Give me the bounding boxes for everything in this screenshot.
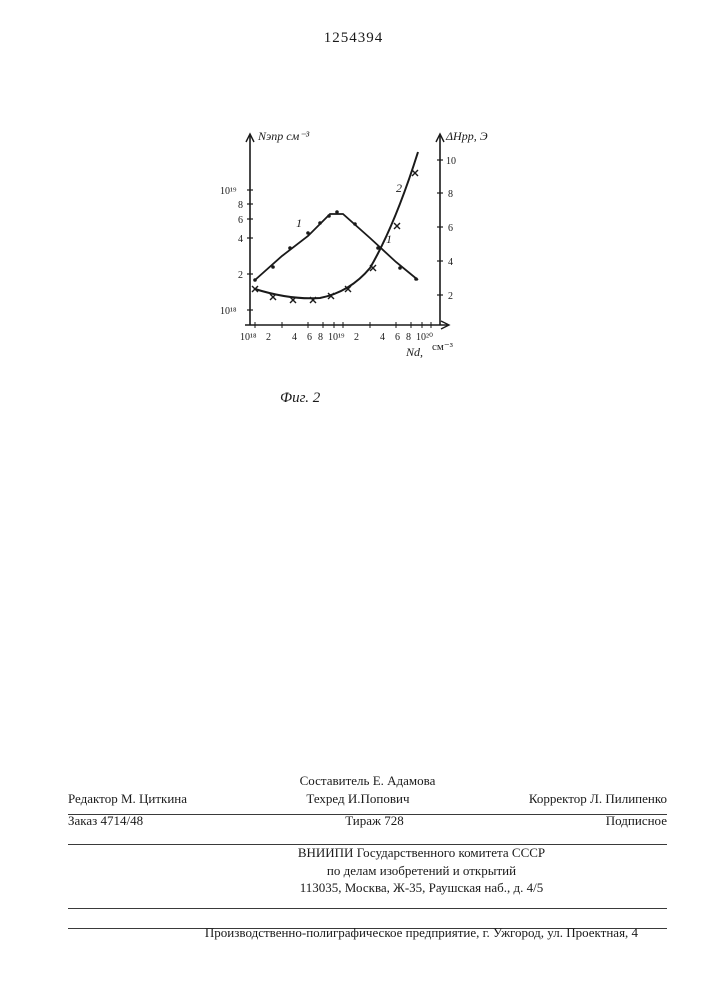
committee-line-2: по делам изобретений и открытий xyxy=(68,862,707,880)
page-number: 1254394 xyxy=(324,30,384,47)
svg-text:10: 10 xyxy=(446,156,456,167)
svg-text:1: 1 xyxy=(296,216,302,230)
printer-line: Производственно-полиграфическое предприя… xyxy=(68,924,707,942)
curve-1 xyxy=(255,214,418,280)
order-row: Заказ 4714/48 Тираж 728 Подписное xyxy=(68,812,667,830)
chart-caption: Фиг. 2 xyxy=(280,390,320,407)
svg-text:10¹⁸: 10¹⁸ xyxy=(240,332,257,343)
svg-text:8: 8 xyxy=(318,332,323,343)
tirazh-text: Тираж 728 xyxy=(345,812,404,830)
order-number: Заказ 4714/48 xyxy=(68,812,143,830)
svg-text:Nd,: Nd, xyxy=(405,345,423,359)
corrector-text: Корректор Л. Пилипенко xyxy=(529,790,667,808)
svg-text:10¹⁸: 10¹⁸ xyxy=(220,306,237,317)
compiler-line: Составитель Е. Адамова xyxy=(68,772,667,790)
divider-3 xyxy=(68,908,667,909)
svg-text:10¹⁹: 10¹⁹ xyxy=(220,186,237,197)
svg-text:6: 6 xyxy=(238,215,243,226)
editor-text: Редактор М. Циткина xyxy=(68,790,187,808)
curve-2 xyxy=(255,152,418,298)
svg-text:6: 6 xyxy=(448,223,453,234)
committee-line-3: 113035, Москва, Ж-35, Раушская наб., д. … xyxy=(68,879,707,897)
chart-figure-2: Nэпр см⁻³ ΔHрр, Э 10¹⁸ 2 4 6 8 10¹⁹ 2 4 … xyxy=(210,120,490,380)
svg-text:8: 8 xyxy=(406,332,411,343)
svg-text:4: 4 xyxy=(292,332,297,343)
svg-text:2: 2 xyxy=(396,181,402,195)
svg-text:см⁻³: см⁻³ xyxy=(432,341,454,353)
chart-svg: Nэпр см⁻³ ΔHрр, Э 10¹⁸ 2 4 6 8 10¹⁹ 2 4 … xyxy=(210,120,490,380)
committee-line-1: ВНИИПИ Государственного комитета СССР xyxy=(68,844,707,862)
svg-text:4: 4 xyxy=(380,332,385,343)
svg-text:2: 2 xyxy=(354,332,359,343)
svg-text:8: 8 xyxy=(238,200,243,211)
credits-block: Составитель Е. Адамова Редактор М. Цитки… xyxy=(68,772,667,807)
techred-text: Техред И.Попович xyxy=(306,790,409,808)
svg-text:2: 2 xyxy=(448,291,453,302)
committee-block: ВНИИПИ Государственного комитета СССР по… xyxy=(68,844,707,897)
svg-text:8: 8 xyxy=(448,189,453,200)
credits-row: Редактор М. Циткина Техред И.Попович Кор… xyxy=(68,790,667,808)
svg-text:2: 2 xyxy=(266,332,271,343)
y-left-label: Nэпр см⁻³ xyxy=(257,129,310,143)
svg-text:10²⁰: 10²⁰ xyxy=(416,332,433,343)
svg-text:2: 2 xyxy=(238,270,243,281)
svg-text:10¹⁹: 10¹⁹ xyxy=(328,332,345,343)
svg-text:4: 4 xyxy=(448,257,453,268)
y-right-label: ΔHрр, Э xyxy=(445,129,488,143)
svg-text:6: 6 xyxy=(395,332,400,343)
svg-text:4: 4 xyxy=(238,234,243,245)
signed-text: Подписное xyxy=(606,812,667,830)
svg-text:6: 6 xyxy=(307,332,312,343)
